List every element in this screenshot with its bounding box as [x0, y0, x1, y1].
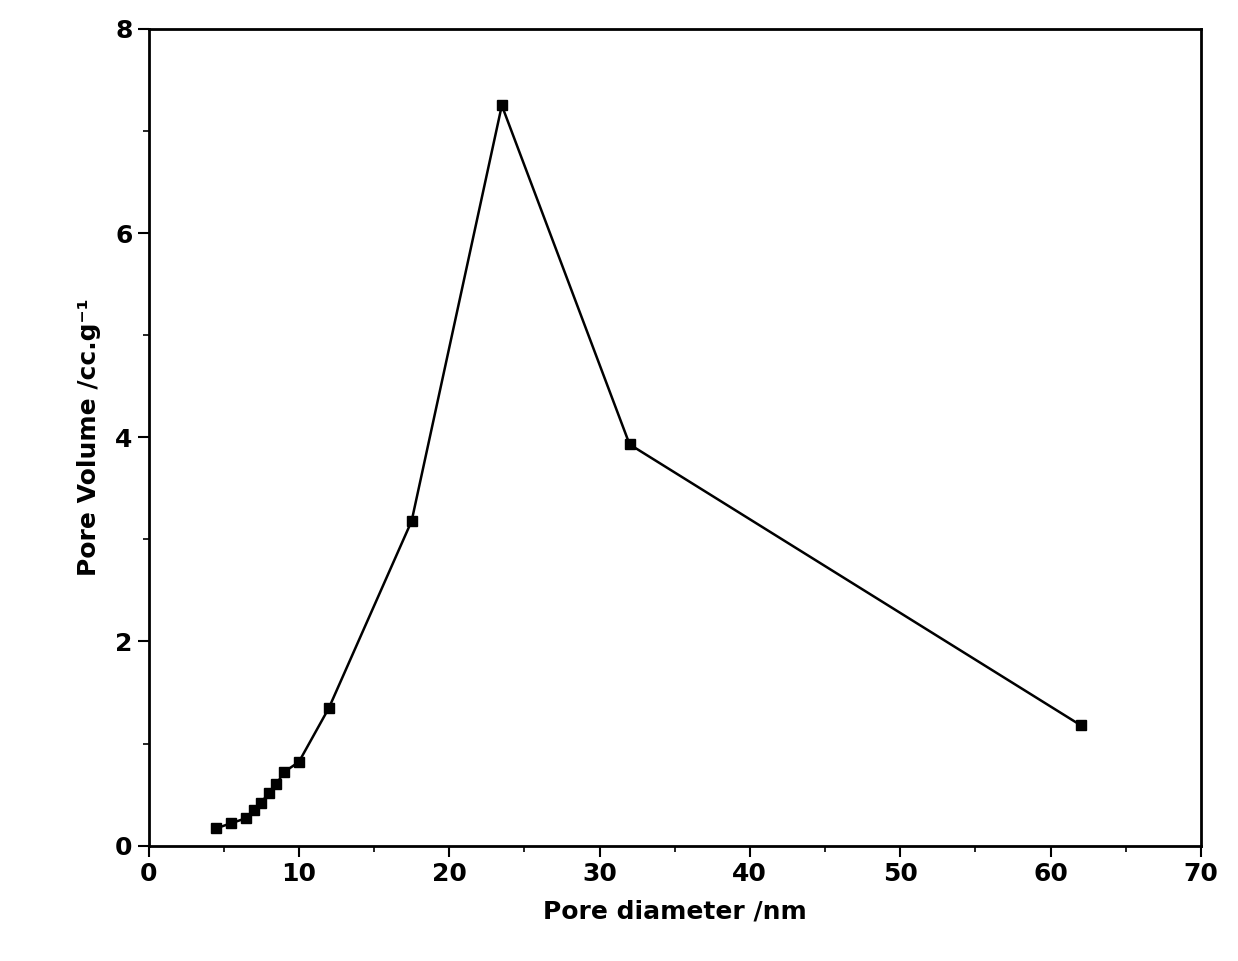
X-axis label: Pore diameter /nm: Pore diameter /nm: [542, 899, 807, 924]
Y-axis label: Pore Volume /cc.g⁻¹: Pore Volume /cc.g⁻¹: [77, 299, 102, 576]
